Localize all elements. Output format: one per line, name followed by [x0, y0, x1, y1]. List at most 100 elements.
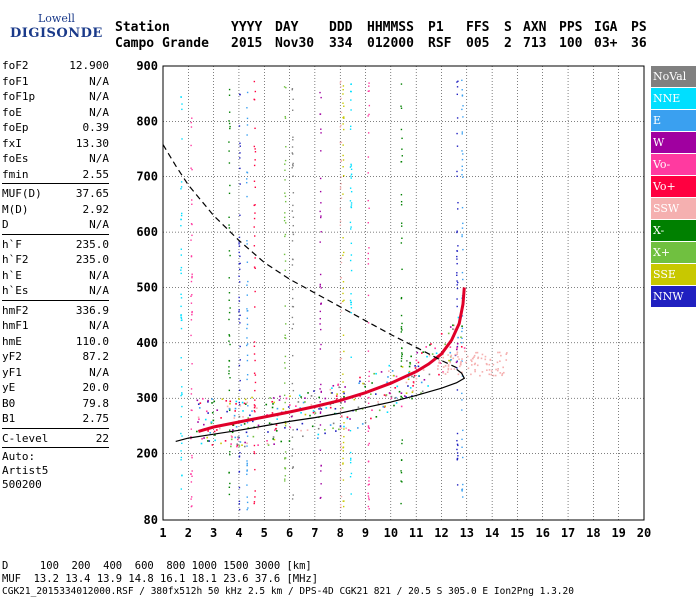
- sspread-point: [457, 356, 459, 358]
- echo-point: [409, 387, 412, 389]
- echo-streak-point: [284, 212, 286, 214]
- echo-point: [244, 441, 246, 444]
- echo-streak-point: [228, 409, 231, 412]
- echo-streak-point: [368, 375, 370, 377]
- echo-streak-point: [254, 306, 256, 308]
- sspread-point: [494, 374, 497, 377]
- echo-point: [396, 385, 399, 388]
- echo-streak-point: [343, 391, 345, 393]
- echo-streak-point: [253, 372, 256, 374]
- echo-streak-point: [456, 258, 458, 260]
- echo-point: [375, 393, 377, 395]
- echo-point: [453, 324, 455, 327]
- echo-streak-point: [462, 496, 464, 498]
- echo-point: [304, 413, 307, 416]
- sspread-point: [442, 356, 445, 359]
- echo-streak-point: [254, 235, 256, 237]
- echo-streak-point: [400, 83, 403, 85]
- echo-streak-point: [350, 90, 352, 93]
- echo-streak-point: [457, 455, 459, 457]
- echo-streak-point: [190, 334, 192, 337]
- echo-point: [439, 362, 442, 364]
- echo-streak-point: [456, 145, 459, 147]
- param-row: h`Es N/A: [2, 283, 109, 299]
- echo-streak-point: [400, 480, 402, 482]
- param-value: N/A: [89, 90, 109, 103]
- echo-streak-point: [456, 389, 459, 391]
- echo-point: [386, 411, 389, 414]
- echo-streak-point: [340, 435, 342, 437]
- echo-streak-point: [350, 177, 352, 179]
- echo-streak-point: [253, 444, 256, 447]
- echo-streak-point: [319, 285, 321, 287]
- echo-streak-point: [247, 405, 249, 407]
- echo-point: [251, 420, 254, 423]
- echo-point: [384, 405, 386, 408]
- echo-point: [344, 401, 346, 403]
- echo-streak-point: [462, 278, 464, 281]
- echo-streak-point: [368, 442, 370, 445]
- echo-streak-point: [400, 326, 403, 328]
- echo-point: [394, 397, 397, 399]
- echo-streak-point: [368, 85, 370, 87]
- autoscale-line2: Artist5: [2, 464, 49, 477]
- sspread-point: [505, 359, 508, 361]
- echo-streak-point: [456, 360, 458, 362]
- echo-streak-point: [342, 93, 344, 95]
- echo-streak-point: [284, 478, 286, 480]
- echo-streak-point: [285, 323, 287, 325]
- echo-point: [239, 441, 242, 443]
- y-tick-label: 400: [136, 336, 158, 350]
- echo-point: [253, 406, 256, 409]
- sspread-point: [484, 358, 487, 361]
- param-name: M(D): [2, 202, 29, 216]
- echo-point: [324, 397, 327, 400]
- echo-point: [393, 404, 395, 407]
- echo-streak-point: [180, 297, 183, 299]
- echo-streak-point: [229, 127, 231, 130]
- echo-streak-point: [284, 233, 287, 236]
- echo-point: [256, 407, 258, 409]
- echo-point: [334, 407, 337, 410]
- echo-streak-point: [190, 409, 192, 411]
- echo-point: [299, 407, 302, 409]
- echo-streak-point: [228, 162, 231, 164]
- echo-streak-point: [180, 96, 182, 98]
- header-value-5: RSF: [428, 36, 452, 51]
- echo-streak-point: [284, 159, 287, 162]
- echo-point: [302, 435, 304, 438]
- echo-streak-point: [238, 470, 241, 473]
- echo-streak-point: [238, 251, 240, 254]
- echo-streak-point: [284, 425, 287, 427]
- y-tick-label: 700: [136, 170, 158, 184]
- echo-streak-point: [180, 186, 183, 188]
- sspread-point: [444, 365, 447, 367]
- echo-point: [401, 366, 404, 368]
- echo-streak-point: [400, 471, 403, 474]
- echo-streak-point: [228, 370, 230, 372]
- echo-streak-point: [284, 269, 286, 272]
- sspread-point: [473, 354, 476, 357]
- echo-point: [429, 344, 431, 346]
- echo-streak-point: [180, 272, 182, 275]
- echo-streak-point: [340, 80, 342, 83]
- header-label-3: DDD: [329, 20, 353, 35]
- echo-streak-point: [400, 161, 403, 163]
- echo-streak-point: [349, 128, 352, 130]
- header-value-4: 012000: [367, 36, 414, 51]
- echo-point: [335, 398, 338, 400]
- echo-streak-point: [350, 204, 353, 206]
- echo-streak-point: [350, 109, 352, 111]
- echo-streak-point: [292, 466, 294, 468]
- echo-streak-point: [229, 307, 231, 309]
- echo-streak-point: [191, 276, 193, 279]
- echo-streak-point: [339, 82, 341, 84]
- echo-streak-point: [246, 496, 248, 498]
- echo-streak-point: [246, 469, 248, 471]
- echo-streak-point: [284, 382, 286, 384]
- echo-point: [364, 400, 367, 403]
- echo-streak-point: [246, 508, 248, 511]
- echo-streak-point: [342, 334, 345, 336]
- echo-streak-point: [180, 248, 182, 250]
- echo-streak-point: [254, 267, 256, 269]
